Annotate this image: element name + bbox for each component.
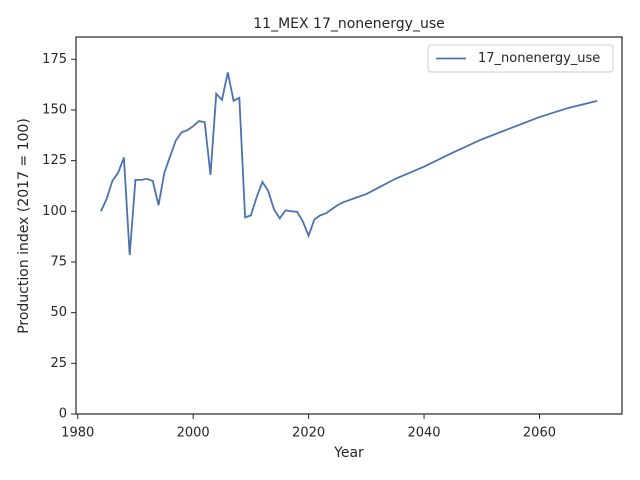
chart-title: 11_MEX 17_nonenergy_use (253, 16, 444, 32)
y-tick-label: 25 (50, 356, 67, 371)
x-axis-label: Year (333, 445, 364, 461)
y-tick-label: 100 (42, 204, 67, 219)
x-tick-label: 1980 (61, 426, 94, 441)
y-tick-label: 150 (42, 102, 67, 117)
y-tick-label: 50 (50, 305, 67, 320)
legend-box (427, 44, 614, 73)
x-tick-label: 2020 (292, 426, 325, 441)
y-axis-label: Production index (2017 = 100) (16, 118, 32, 334)
x-tick-label: 2000 (177, 426, 210, 441)
plot-frame (75, 36, 623, 415)
y-tick-label: 0 (59, 407, 67, 422)
y-tick-label: 175 (42, 52, 67, 67)
legend-label: 17_nonenergy_use (478, 51, 600, 66)
x-tick-label: 2040 (407, 426, 440, 441)
data-line (100, 72, 598, 255)
y-tick-label: 125 (42, 153, 67, 168)
y-tick-label: 75 (50, 254, 67, 269)
x-tick-label: 2060 (523, 426, 556, 441)
